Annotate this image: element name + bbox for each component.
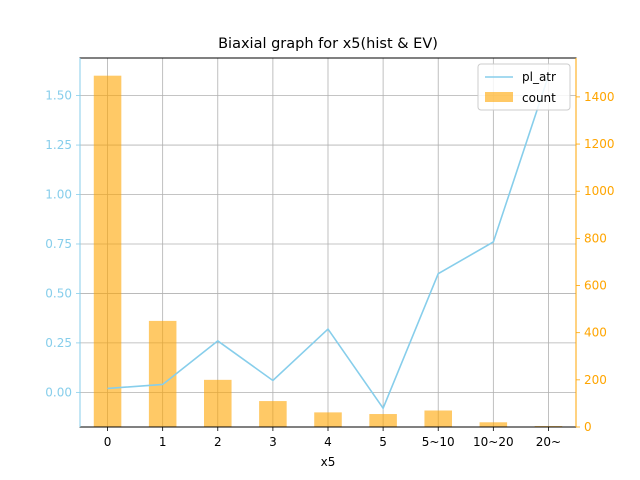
x-tick-label: 10~20: [473, 435, 514, 449]
right-y-tick-label: 1400: [584, 90, 615, 104]
x-tick-label: 5: [379, 435, 387, 449]
line-series-pl-atr: [107, 75, 550, 410]
x-axis: 0 1 2 3 4 5 5~10 10~20 20~: [104, 427, 561, 449]
x-axis-label: x5: [321, 455, 336, 469]
left-y-axis: 0.00 0.25 0.50 0.75 1.00 1.25 1.50: [45, 58, 81, 427]
x-tick-label: 3: [269, 435, 277, 449]
legend-label-pl-atr: pl_atr: [522, 70, 556, 84]
bar-0: [93, 75, 122, 427]
x-tick-label: 1: [159, 435, 167, 449]
x-tick-label: 2: [214, 435, 222, 449]
right-y-tick-label: 400: [584, 326, 607, 340]
right-y-tick-label: 1200: [584, 137, 615, 151]
right-y-tick-label: 1000: [584, 184, 615, 198]
bar-2: [204, 379, 232, 427]
left-y-tick-label: 0.00: [45, 385, 72, 399]
bar-5~10: [424, 410, 452, 427]
bar-1: [148, 320, 177, 427]
legend: pl_atr count: [477, 63, 571, 111]
x-tick-label: 5~10: [422, 435, 455, 449]
left-y-tick-label: 1.50: [45, 89, 72, 103]
left-y-tick-label: 0.50: [45, 286, 72, 300]
right-y-tick-label: 800: [584, 231, 607, 245]
chart-title: Biaxial graph for x5(hist & EV): [218, 36, 438, 52]
left-y-tick-label: 0.75: [45, 237, 72, 251]
right-y-tick-label: 600: [584, 279, 607, 293]
x-tick-label: 4: [324, 435, 332, 449]
x-tick-label: 0: [104, 435, 112, 449]
bar-5: [369, 414, 397, 427]
left-y-tick-label: 0.25: [45, 336, 72, 350]
bar-10~20: [479, 422, 508, 427]
bar-3: [259, 401, 287, 427]
right-y-tick-label: 200: [584, 373, 607, 387]
x-tick-label: 20~: [536, 435, 561, 449]
legend-bar-swatch: [485, 92, 513, 102]
left-y-tick-label: 1.25: [45, 138, 72, 152]
right-y-axis: 0 200 400 600 800 1000 1200 1400: [575, 58, 615, 434]
right-y-tick-label: 0: [584, 420, 592, 434]
left-y-tick-label: 1.00: [45, 188, 72, 202]
legend-label-count: count: [522, 91, 556, 105]
line-pl-atr: [107, 75, 550, 410]
bar-4: [314, 412, 342, 427]
bar-series-count: [93, 75, 563, 427]
